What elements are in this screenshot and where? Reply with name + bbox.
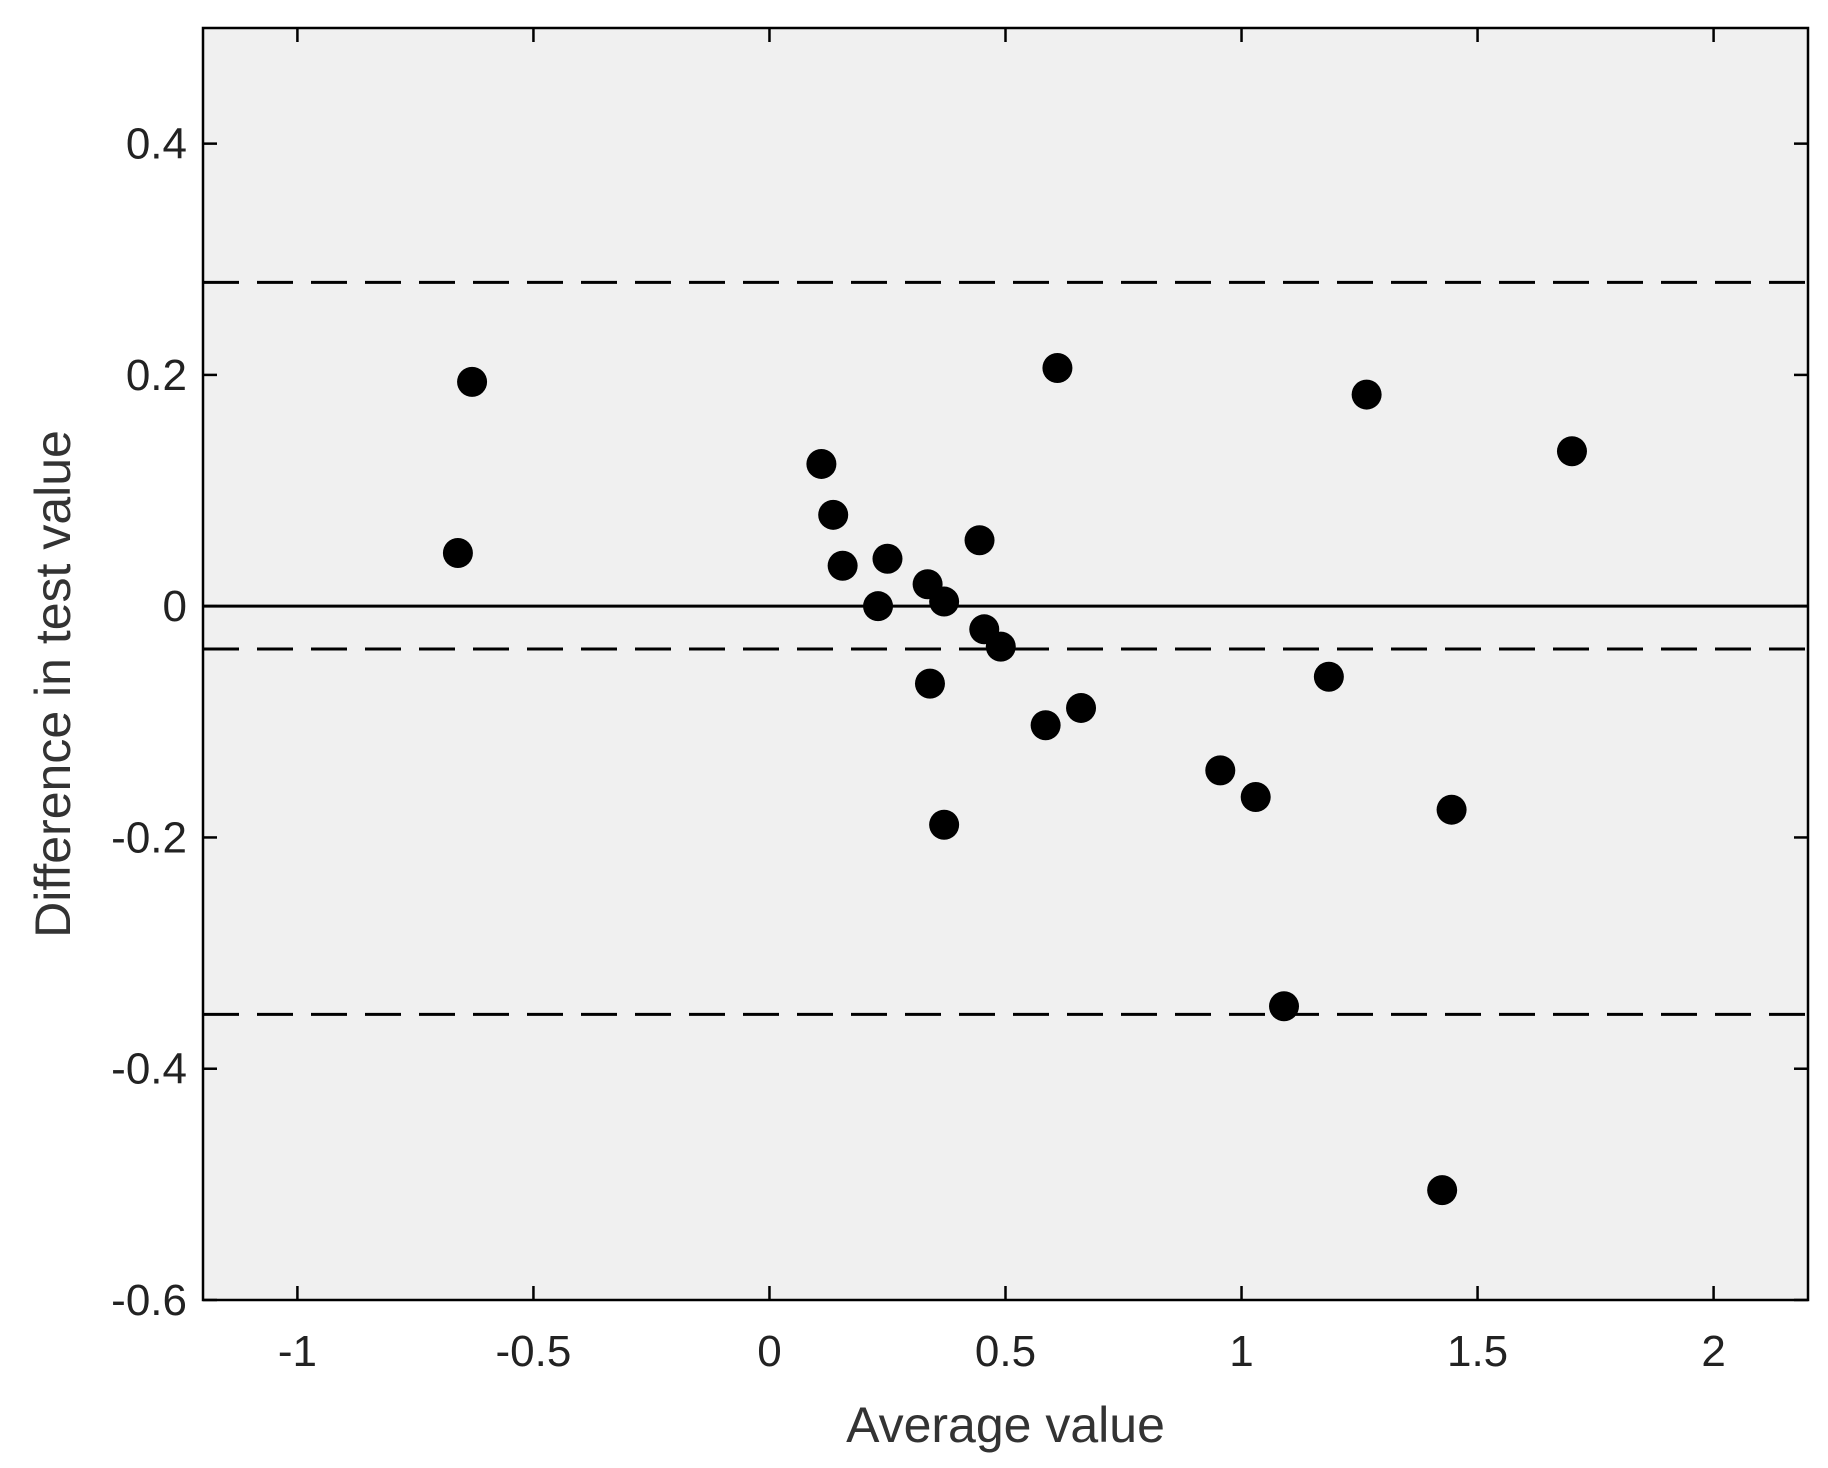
tick-labels: -1 -0.5 0 0.5 1 1.5 2 0.4 0.2 0 -0.2 -0.4 -0.6 bbox=[111, 120, 1726, 1376]
plot-area bbox=[203, 28, 1808, 1300]
data-point-24 bbox=[1556, 436, 1587, 467]
y-tick-label-3: -0.2 bbox=[111, 813, 187, 862]
data-point-20 bbox=[1313, 661, 1344, 692]
data-point-3 bbox=[818, 499, 849, 530]
axis-ticks bbox=[203, 28, 1808, 1302]
data-point-14 bbox=[1030, 710, 1061, 741]
data-point-21 bbox=[1351, 379, 1382, 410]
data-points bbox=[442, 352, 1587, 1206]
data-point-10 bbox=[929, 809, 960, 840]
x-tick-label-6: 2 bbox=[1701, 1327, 1725, 1376]
reference-lines bbox=[203, 280, 1808, 1016]
data-point-15 bbox=[1042, 352, 1073, 383]
plot-frame bbox=[201, 26, 1810, 1302]
x-axis-title: Average value bbox=[846, 1397, 1165, 1453]
data-point-9 bbox=[929, 586, 960, 617]
data-point-22 bbox=[1427, 1175, 1458, 1206]
data-point-8 bbox=[914, 668, 945, 699]
x-tick-label-2: 0 bbox=[757, 1327, 781, 1376]
y-tick-label-2: 0 bbox=[163, 582, 187, 631]
data-point-19 bbox=[1269, 991, 1300, 1022]
y-tick-label-0: 0.4 bbox=[126, 120, 187, 169]
data-point-18 bbox=[1240, 781, 1271, 812]
data-point-16 bbox=[1066, 692, 1097, 723]
x-tick-label-0: -1 bbox=[278, 1327, 317, 1376]
x-tick-label-1: -0.5 bbox=[496, 1327, 572, 1376]
x-tick-label-3: 0.5 bbox=[975, 1327, 1036, 1376]
data-point-4 bbox=[827, 550, 858, 581]
y-tick-label-4: -0.4 bbox=[111, 1045, 187, 1094]
y-axis-title: Difference in test value bbox=[25, 430, 81, 938]
data-point-23 bbox=[1436, 794, 1467, 825]
data-point-11 bbox=[964, 525, 995, 556]
data-point-5 bbox=[863, 591, 894, 622]
data-point-6 bbox=[872, 543, 903, 574]
data-point-0 bbox=[442, 537, 473, 568]
data-point-1 bbox=[457, 366, 488, 397]
data-point-17 bbox=[1205, 755, 1236, 786]
y-tick-label-1: 0.2 bbox=[126, 351, 187, 400]
data-point-13 bbox=[985, 631, 1016, 662]
data-point-2 bbox=[806, 448, 837, 479]
x-tick-label-5: 1.5 bbox=[1447, 1327, 1508, 1376]
x-tick-label-4: 1 bbox=[1229, 1327, 1253, 1376]
y-tick-label-5: -0.6 bbox=[111, 1276, 187, 1325]
